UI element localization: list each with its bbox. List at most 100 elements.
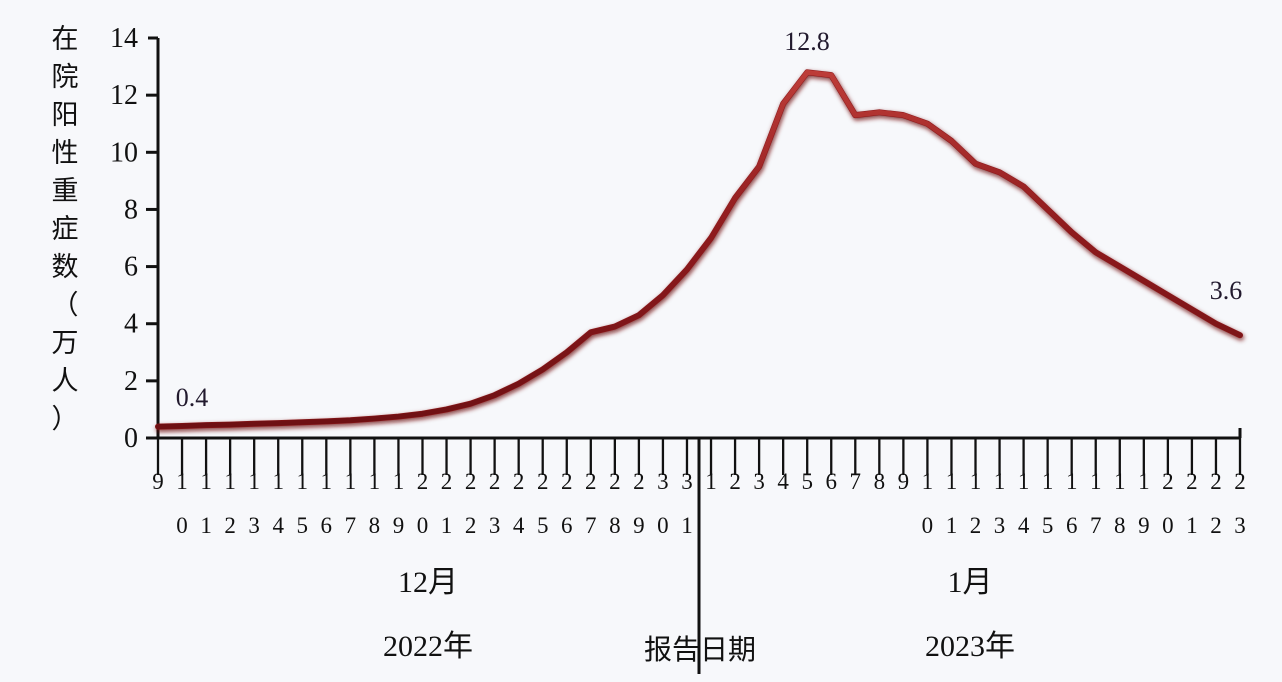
svg-text:重: 重	[52, 176, 79, 206]
svg-text:8: 8	[609, 513, 621, 538]
svg-text:8: 8	[369, 513, 381, 538]
svg-text:12月: 12月	[398, 566, 458, 599]
svg-text:12: 12	[110, 80, 138, 111]
svg-text:6: 6	[561, 513, 573, 538]
svg-text:数: 数	[52, 252, 79, 282]
svg-text:1: 1	[970, 469, 982, 494]
svg-text:1: 1	[176, 469, 188, 494]
svg-text:2: 2	[585, 469, 597, 494]
svg-text:10: 10	[110, 137, 138, 168]
svg-text:1: 1	[946, 513, 958, 538]
svg-text:3: 3	[248, 513, 260, 538]
svg-text:1: 1	[1114, 469, 1126, 494]
svg-text:8: 8	[124, 194, 138, 225]
svg-text:2: 2	[124, 366, 138, 397]
svg-text:1: 1	[345, 469, 357, 494]
svg-text:3: 3	[1234, 513, 1246, 538]
svg-text:1: 1	[1042, 469, 1054, 494]
svg-text:人: 人	[52, 366, 79, 396]
svg-text:2: 2	[729, 469, 741, 494]
svg-text:0: 0	[124, 423, 138, 454]
svg-text:0: 0	[657, 513, 669, 538]
svg-text:3.6: 3.6	[1210, 276, 1243, 305]
svg-text:1: 1	[1090, 469, 1102, 494]
svg-text:7: 7	[345, 513, 357, 538]
svg-text:7: 7	[850, 469, 862, 494]
svg-text:报告日期: 报告日期	[644, 634, 756, 666]
svg-text:0.4: 0.4	[176, 383, 209, 412]
svg-text:在: 在	[52, 24, 79, 54]
svg-text:2: 2	[224, 513, 236, 538]
svg-text:0: 0	[922, 513, 934, 538]
svg-text:1: 1	[922, 469, 934, 494]
svg-text:2: 2	[537, 469, 549, 494]
svg-text:7: 7	[585, 513, 597, 538]
svg-text:2: 2	[441, 469, 453, 494]
svg-text:8: 8	[1114, 513, 1126, 538]
svg-text:2: 2	[1210, 513, 1222, 538]
svg-text:2: 2	[465, 469, 477, 494]
svg-text:6: 6	[321, 513, 333, 538]
svg-text:4: 4	[777, 469, 789, 494]
svg-text:9: 9	[1138, 513, 1150, 538]
svg-text:9: 9	[898, 469, 910, 494]
svg-text:5: 5	[1042, 513, 1054, 538]
svg-text:2023年: 2023年	[925, 630, 1015, 663]
svg-text:5: 5	[801, 469, 813, 494]
svg-text:8: 8	[874, 469, 886, 494]
svg-text:3: 3	[489, 513, 501, 538]
svg-text:12.8: 12.8	[784, 27, 830, 56]
svg-text:0: 0	[1162, 513, 1174, 538]
svg-text:1: 1	[200, 469, 212, 494]
svg-text:6: 6	[1066, 513, 1078, 538]
svg-text:症: 症	[52, 214, 79, 244]
svg-text:1: 1	[705, 469, 717, 494]
svg-text:1: 1	[393, 469, 405, 494]
svg-text:2: 2	[633, 469, 645, 494]
svg-text:1: 1	[1186, 513, 1198, 538]
svg-text:0: 0	[176, 513, 188, 538]
svg-text:阳: 阳	[52, 100, 79, 130]
svg-text:9: 9	[633, 513, 645, 538]
svg-text:1月: 1月	[948, 566, 993, 599]
svg-text:4: 4	[513, 513, 525, 538]
svg-text:3: 3	[681, 469, 693, 494]
svg-text:1: 1	[946, 469, 958, 494]
svg-text:2: 2	[417, 469, 429, 494]
svg-text:2: 2	[1186, 469, 1198, 494]
svg-text:2: 2	[1234, 469, 1246, 494]
svg-text:6: 6	[124, 252, 138, 283]
svg-text:7: 7	[1090, 513, 1102, 538]
svg-text:1: 1	[248, 469, 260, 494]
svg-text:院: 院	[52, 62, 79, 92]
svg-text:2: 2	[609, 469, 621, 494]
svg-text:）: ）	[52, 404, 79, 434]
svg-text:5: 5	[537, 513, 549, 538]
svg-text:3: 3	[753, 469, 765, 494]
svg-text:性: 性	[52, 138, 79, 168]
svg-text:1: 1	[1018, 469, 1030, 494]
svg-text:6: 6	[825, 469, 837, 494]
svg-text:1: 1	[994, 469, 1006, 494]
svg-text:2: 2	[465, 513, 477, 538]
svg-text:9: 9	[393, 513, 405, 538]
svg-text:1: 1	[1066, 469, 1078, 494]
svg-text:1: 1	[441, 513, 453, 538]
svg-text:9: 9	[152, 469, 164, 494]
svg-text:1: 1	[272, 469, 284, 494]
svg-text:14: 14	[110, 23, 138, 54]
svg-text:1: 1	[321, 469, 333, 494]
svg-text:2: 2	[561, 469, 573, 494]
svg-text:1: 1	[224, 469, 236, 494]
svg-text:1: 1	[369, 469, 381, 494]
svg-text:2: 2	[1210, 469, 1222, 494]
svg-text:0: 0	[417, 513, 429, 538]
svg-text:4: 4	[272, 513, 284, 538]
svg-text:2: 2	[970, 513, 982, 538]
svg-text:5: 5	[297, 513, 309, 538]
svg-text:4: 4	[124, 309, 138, 340]
svg-text:1: 1	[1138, 469, 1150, 494]
svg-text:2: 2	[489, 469, 501, 494]
svg-text:3: 3	[657, 469, 669, 494]
svg-text:3: 3	[994, 513, 1006, 538]
